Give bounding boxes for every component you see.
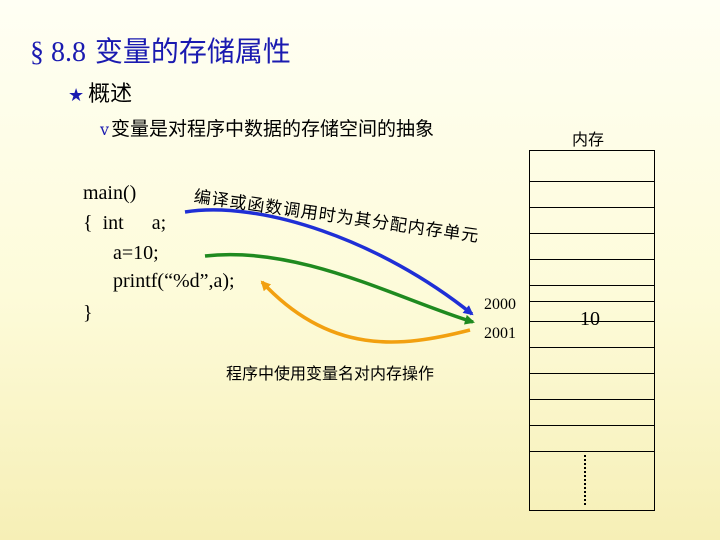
code-open-brace: { — [83, 212, 93, 234]
arrow-blue — [184, 208, 474, 316]
page-title: § 8.8 变量的存储属性 — [30, 30, 291, 70]
memory-cell-divider — [530, 233, 654, 234]
arrow-green — [204, 252, 475, 325]
memory-column — [529, 150, 655, 511]
memory-cell-divider — [530, 347, 654, 348]
address-label-second: 2001 — [484, 325, 516, 342]
bullet-abstraction: v 变量是对程序中数据的存储空间的抽象 — [100, 114, 434, 141]
memory-label: 内存 — [572, 130, 605, 149]
memory-cell-value: 10 — [580, 308, 600, 330]
memory-cell-divider — [530, 451, 654, 452]
memory-cell-divider — [530, 207, 654, 208]
memory-cell-divider — [530, 399, 654, 400]
code-close-brace: } — [83, 302, 93, 324]
ellipsis-dots — [584, 455, 596, 505]
arrow-orange — [260, 280, 471, 344]
memory-cell-divider — [530, 321, 654, 322]
code-line-declaration: { int a; — [83, 212, 166, 235]
star-bullet-icon: ★ — [68, 85, 85, 106]
memory-cell-divider — [530, 301, 654, 302]
bullet-overview-text: 概述 — [88, 82, 133, 107]
address-label-first: 2000 — [484, 296, 516, 313]
memory-cell-divider — [530, 181, 654, 182]
title-text: 变量的存储属性 — [94, 35, 291, 68]
code-type-int: int — [102, 212, 124, 234]
code-line-main: main() — [83, 182, 137, 204]
memory-cell-divider — [530, 373, 654, 374]
bullet-abstraction-text: 变量是对程序中数据的存储空间的抽象 — [111, 118, 435, 140]
code-var-a: a; — [151, 212, 167, 234]
memory-cell-divider — [530, 285, 654, 286]
checkmark-bullet-icon: v — [100, 120, 110, 139]
bullet-overview: ★ 概述 — [68, 76, 132, 108]
section-number: § 8.8 — [30, 37, 86, 68]
code-line-assign: a=10; — [113, 242, 159, 264]
code-line-printf: printf(“%d”,a); — [113, 270, 235, 292]
memory-cell-divider — [530, 259, 654, 260]
annotation-variable-use: 程序中使用变量名对内存操作 — [226, 364, 435, 383]
memory-cell-divider — [530, 425, 654, 426]
